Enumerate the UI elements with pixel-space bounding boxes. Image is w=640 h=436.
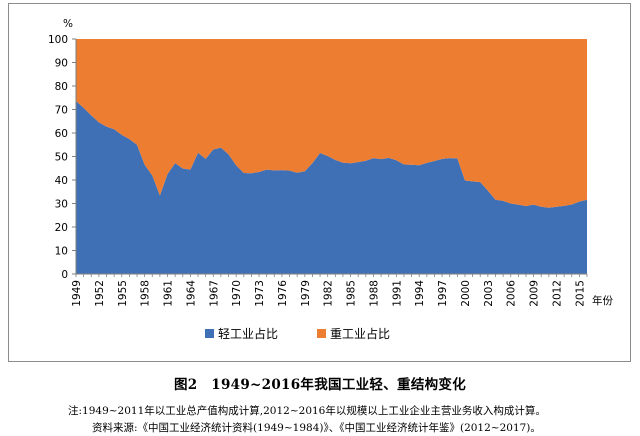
y-tick-label: 80 bbox=[55, 81, 68, 93]
x-tick-label: 2000 bbox=[460, 280, 472, 307]
y-tick-label: 100 bbox=[48, 34, 68, 46]
y-tick-label: 50 bbox=[55, 152, 68, 164]
legend-item-light-industry-label: 轻工业占比 bbox=[218, 326, 278, 341]
area-chart: 0 10 20 30 40 50 60 70 80 90 100 1949 1952 1955 1958 1… bbox=[48, 18, 614, 341]
x-tick-label: 2015 bbox=[574, 280, 586, 307]
chart-frame: 0 10 20 30 40 50 60 70 80 90 100 1949 1952 1955 1958 1… bbox=[8, 3, 631, 362]
x-tick-label: 1955 bbox=[117, 280, 129, 307]
x-tick-label: 1967 bbox=[208, 280, 220, 307]
x-tick-label: 1988 bbox=[368, 280, 380, 307]
x-tick-label: 1991 bbox=[391, 280, 403, 307]
x-tick-label: 1997 bbox=[437, 280, 449, 307]
x-tick-label: 1976 bbox=[277, 280, 289, 307]
x-tick-label: 2003 bbox=[483, 280, 495, 307]
x-tick-label: 1964 bbox=[185, 280, 197, 307]
figure-note: 注:1949~2011年以工业总产值构成计算,2012~2016年以规模以上工业… bbox=[68, 405, 546, 417]
series-area-light-industry bbox=[76, 101, 587, 274]
y-tick-label: 60 bbox=[55, 128, 68, 140]
y-tick-label: 0 bbox=[61, 269, 68, 281]
x-tick-label: 2006 bbox=[506, 280, 518, 307]
legend-item-heavy-industry-label: 重工业占比 bbox=[330, 326, 390, 341]
y-tick-label: 10 bbox=[55, 246, 68, 258]
y-axis-label: % bbox=[63, 18, 73, 30]
series-area-heavy-industry bbox=[76, 39, 587, 208]
x-tick-label: 1958 bbox=[140, 280, 152, 307]
x-tick-label: 1985 bbox=[346, 280, 358, 307]
figure-source: 资料来源:《中国工业经济统计资料(1949~1984)》、《中国工业经济统计年鉴… bbox=[92, 422, 541, 434]
legend-item-light-industry-swatch bbox=[205, 329, 214, 338]
figure-title: 图2 1949~2016年我国工业轻、重结构变化 bbox=[173, 377, 467, 393]
y-tick-label: 40 bbox=[55, 175, 68, 187]
x-axis-label: 年份 bbox=[592, 294, 613, 307]
x-tick-label: 1982 bbox=[323, 280, 335, 307]
legend-item-heavy-industry-swatch bbox=[317, 329, 326, 338]
y-tick-label: 20 bbox=[55, 222, 68, 234]
x-tick-label: 2009 bbox=[529, 280, 541, 307]
y-tick-label: 30 bbox=[55, 199, 68, 211]
x-tick-label: 1979 bbox=[300, 280, 312, 307]
y-tick-label: 70 bbox=[55, 105, 68, 117]
x-tick-label: 1970 bbox=[231, 280, 243, 307]
y-tick-label: 90 bbox=[55, 58, 68, 70]
x-tick-label: 1949 bbox=[71, 280, 83, 307]
x-tick-label: 1994 bbox=[414, 280, 426, 307]
x-tick-label: 1973 bbox=[254, 280, 266, 307]
x-tick-label: 1952 bbox=[94, 280, 106, 307]
x-tick-label: 1961 bbox=[163, 280, 175, 307]
x-tick-label: 2012 bbox=[551, 280, 563, 307]
